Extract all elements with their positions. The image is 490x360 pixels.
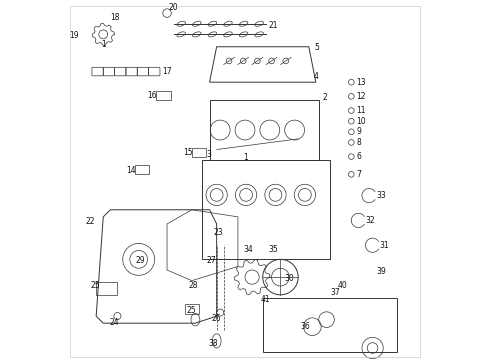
Text: 37: 37 [330,288,340,297]
Text: 19: 19 [70,31,79,40]
Text: 24: 24 [109,318,119,327]
Text: 2: 2 [323,93,328,102]
Text: 4: 4 [314,72,319,81]
Text: 12: 12 [357,92,366,101]
Bar [202,160,330,260]
Text: 30: 30 [284,274,294,283]
Text: 32: 32 [366,216,375,225]
Text: 8: 8 [357,138,362,147]
Text: 27: 27 [206,256,216,265]
Text: 41: 41 [261,295,270,304]
Text: 29: 29 [135,256,145,265]
Bar [156,91,171,100]
Text: 21: 21 [268,21,277,30]
Text: 23: 23 [213,228,223,237]
Text: 5: 5 [314,43,319,52]
Bar [210,100,319,160]
Text: 39: 39 [376,266,386,275]
Text: 34: 34 [243,245,253,254]
Text: 33: 33 [376,191,386,200]
Text: 3: 3 [206,150,211,159]
Text: 16: 16 [147,91,157,100]
Text: 18: 18 [110,13,120,22]
Text: 35: 35 [268,245,278,254]
Text: 14: 14 [126,166,136,175]
Text: 6: 6 [357,152,362,161]
Text: 31: 31 [380,241,389,250]
Text: 25: 25 [187,306,196,315]
Text: 7: 7 [357,170,362,179]
Text: 22: 22 [86,217,95,226]
Text: 25: 25 [91,281,100,290]
Bar [135,166,149,174]
Text: 1: 1 [101,40,106,49]
Text: 38: 38 [208,339,218,348]
Text: 20: 20 [169,3,178,12]
Text: 36: 36 [300,322,310,331]
Bar [263,298,397,351]
Text: 15: 15 [183,148,193,157]
Bar [96,282,118,295]
Text: 10: 10 [357,117,366,126]
Bar [192,148,206,157]
Text: 9: 9 [357,127,362,136]
Text: 28: 28 [188,281,198,290]
Text: 13: 13 [357,78,366,87]
Text: 17: 17 [162,67,172,76]
Text: 26: 26 [212,314,221,323]
Text: 1: 1 [243,153,248,162]
Text: 40: 40 [337,281,347,290]
Bar [185,304,199,314]
Text: 11: 11 [357,106,366,115]
